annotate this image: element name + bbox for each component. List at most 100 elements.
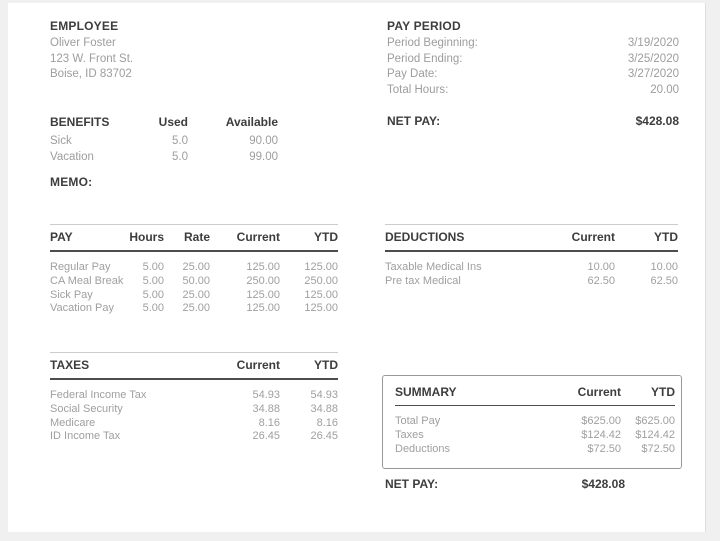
benefits-col-available: Available [225,115,278,129]
pay-row-name: Vacation Pay [50,302,115,315]
taxes-table-row: Federal Income Tax 54.93 54.93 [50,389,338,403]
summary-row-name: Taxes [395,428,424,441]
taxes-table-title: TAXES [50,358,90,372]
net-pay-top-row: NET PAY: $428.08 [387,114,679,128]
employee-address-line2: Boise, ID 83702 [50,68,132,80]
net-pay-bottom-row: NET PAY: $428.08 [385,477,625,491]
pay-table-header: PAY Hours Rate Current YTD [50,224,338,252]
pay-row-rate: 25.00 [182,261,210,273]
benefit-used: 5.0 [172,135,188,147]
pay-row-hours: 5.00 [142,261,164,273]
pay-col-hours: Hours [129,230,164,244]
pay-period-section: PAY PERIOD Period Beginning: 3/19/2020 P… [387,19,679,98]
taxes-col-ytd: YTD [314,358,338,372]
pay-period-row-value: 20.00 [650,83,679,96]
pay-period-row-value: 3/27/2020 [627,68,679,80]
pay-row-hours: 5.00 [142,274,164,287]
net-pay-bottom-label: NET PAY: [385,477,439,491]
pay-period-rows: Period Beginning: 3/19/2020 Period Endin… [387,36,679,98]
benefits-rows: Sick 5.0 90.00 Vacation 5.0 99.00 [50,133,278,165]
pay-period-row: Period Ending: 3/25/2020 [387,52,679,68]
pay-period-row-value: 3/19/2020 [627,37,679,49]
taxes-table-row: ID Income Tax 26.45 26.45 [50,430,338,444]
employee-section: EMPLOYEE Oliver Foster 123 W. Front St. … [50,19,290,83]
pay-period-row-label: Period Ending: [387,52,463,65]
taxes-table: TAXES Current YTD Federal Income Tax 54.… [50,352,338,444]
taxes-table-row: Social Security 34.88 34.88 [50,403,338,417]
pay-row-ytd: 250.00 [304,274,338,287]
pay-period-row-label: Period Beginning: [387,37,478,49]
pay-table-row: Vacation Pay 5.00 25.00 125.00 125.00 [50,302,338,316]
pay-row-current: 250.00 [246,274,280,287]
pay-table: PAY Hours Rate Current YTD Regular Pay 5… [50,224,338,316]
deductions-col-ytd: YTD [654,230,678,244]
pay-period-section-title: PAY PERIOD [387,19,461,33]
net-pay-top-label: NET PAY: [387,114,441,128]
tax-name: Federal Income Tax [50,389,147,401]
benefits-section: BENEFITS Used Available Sick 5.0 90.00 V… [50,114,278,165]
pay-period-row: Total Hours: 20.00 [387,83,679,99]
employee-section-title: EMPLOYEE [50,19,119,33]
summary-row: Deductions $72.50 $72.50 [395,443,675,457]
pay-col-rate: Rate [183,230,210,244]
summary-row-ytd: $124.42 [635,428,675,441]
summary-row-current: $124.42 [581,428,621,441]
summary-col-ytd: YTD [651,385,675,399]
benefit-available: 90.00 [249,135,278,147]
pay-row-current: 125.00 [246,302,280,315]
benefits-row: Sick 5.0 90.00 [50,133,278,149]
pay-row-ytd: 125.00 [304,302,338,315]
employee-address-line1: 123 W. Front St. [50,52,134,65]
net-pay-bottom-section: NET PAY: $428.08 [385,477,625,491]
deductions-table-title: DEDUCTIONS [385,230,465,244]
tax-current: 26.45 [252,430,280,443]
pay-table-title: PAY [50,230,73,244]
benefits-section-title: BENEFITS [50,115,110,129]
summary-row-ytd: $625.00 [635,415,675,427]
summary-header: SUMMARY Current YTD [395,385,675,406]
deduction-current: 10.00 [587,261,615,273]
deductions-table: DEDUCTIONS Current YTD Taxable Medical I… [385,224,678,289]
tax-ytd: 34.88 [310,402,338,415]
tax-current: 34.88 [252,402,280,415]
tax-ytd: 8.16 [316,416,338,429]
taxes-table-body: Federal Income Tax 54.93 54.93 Social Se… [50,389,338,444]
pay-row-ytd: 125.00 [304,261,338,273]
memo-section-title: MEMO: [50,175,93,189]
deductions-table-row: Pre tax Medical 62.50 62.50 [385,275,678,289]
summary-row-current: $72.50 [587,442,621,455]
taxes-table-row: Medicare 8.16 8.16 [50,417,338,431]
benefit-available: 99.00 [249,151,278,163]
pay-col-ytd: YTD [314,230,338,244]
deduction-name: Pre tax Medical [385,274,461,287]
pay-row-current: 125.00 [246,288,280,301]
summary-row: Taxes $124.42 $124.42 [395,429,675,443]
summary-box: SUMMARY Current YTD Total Pay $625.00 $6… [382,375,682,470]
pay-row-name: Sick Pay [50,288,93,301]
benefits-header-row: BENEFITS Used Available [50,114,278,130]
tax-ytd: 26.45 [310,430,338,443]
tax-current: 54.93 [252,389,280,401]
pay-period-row: Pay Date: 3/27/2020 [387,67,679,83]
net-pay-bottom-value: $428.08 [581,477,625,491]
summary-row-ytd: $72.50 [641,442,675,455]
deductions-table-body: Taxable Medical Ins 10.00 10.00 Pre tax … [385,261,678,289]
pay-col-current: Current [236,230,280,244]
pay-table-body: Regular Pay 5.00 25.00 125.00 125.00 CA … [50,261,338,316]
tax-ytd: 54.93 [310,389,338,401]
pay-row-ytd: 125.00 [304,288,338,301]
pay-row-rate: 25.00 [182,302,210,315]
pay-table-row: Regular Pay 5.00 25.00 125.00 125.00 [50,261,338,275]
summary-row-current: $625.00 [581,415,621,427]
summary-title: SUMMARY [395,385,457,399]
taxes-col-current: Current [236,358,280,372]
pay-row-name: Regular Pay [50,261,111,273]
pay-row-rate: 50.00 [182,274,210,287]
deductions-table-row: Taxable Medical Ins 10.00 10.00 [385,261,678,275]
net-pay-top-value: $428.08 [635,114,679,128]
deduction-name: Taxable Medical Ins [385,261,482,273]
benefit-used: 5.0 [172,151,188,163]
memo-section: MEMO: [50,175,92,189]
pay-row-name: CA Meal Break [50,274,124,287]
summary-row: Total Pay $625.00 $625.00 [395,415,675,429]
